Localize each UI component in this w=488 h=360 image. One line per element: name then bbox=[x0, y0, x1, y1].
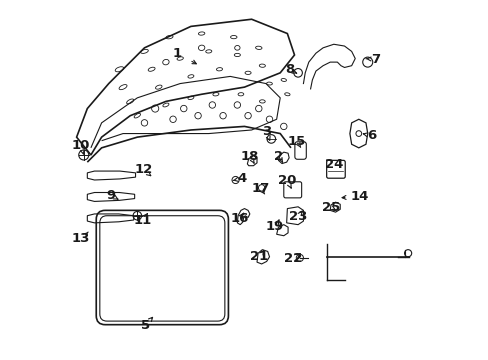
Text: 17: 17 bbox=[251, 182, 269, 195]
Text: 8: 8 bbox=[285, 63, 294, 76]
Text: 2: 2 bbox=[274, 149, 283, 163]
Text: 10: 10 bbox=[72, 139, 90, 152]
Text: 13: 13 bbox=[72, 233, 90, 246]
Text: 5: 5 bbox=[141, 319, 149, 332]
Text: 4: 4 bbox=[237, 172, 246, 185]
Text: 23: 23 bbox=[288, 210, 306, 223]
Text: 7: 7 bbox=[370, 53, 379, 66]
Text: 6: 6 bbox=[366, 129, 375, 142]
Text: 16: 16 bbox=[230, 212, 248, 225]
Text: 14: 14 bbox=[349, 190, 368, 203]
Text: 22: 22 bbox=[284, 252, 302, 265]
Text: 19: 19 bbox=[265, 220, 284, 233]
Text: 9: 9 bbox=[106, 189, 115, 202]
Text: 24: 24 bbox=[325, 158, 343, 171]
Text: 15: 15 bbox=[287, 135, 305, 148]
Text: 21: 21 bbox=[250, 250, 268, 263]
Text: 18: 18 bbox=[241, 149, 259, 163]
Text: 25: 25 bbox=[321, 201, 339, 214]
Text: 11: 11 bbox=[133, 214, 151, 227]
Text: 12: 12 bbox=[134, 163, 153, 176]
Text: 3: 3 bbox=[261, 125, 270, 138]
Text: 20: 20 bbox=[278, 174, 296, 187]
Text: 1: 1 bbox=[172, 47, 181, 60]
